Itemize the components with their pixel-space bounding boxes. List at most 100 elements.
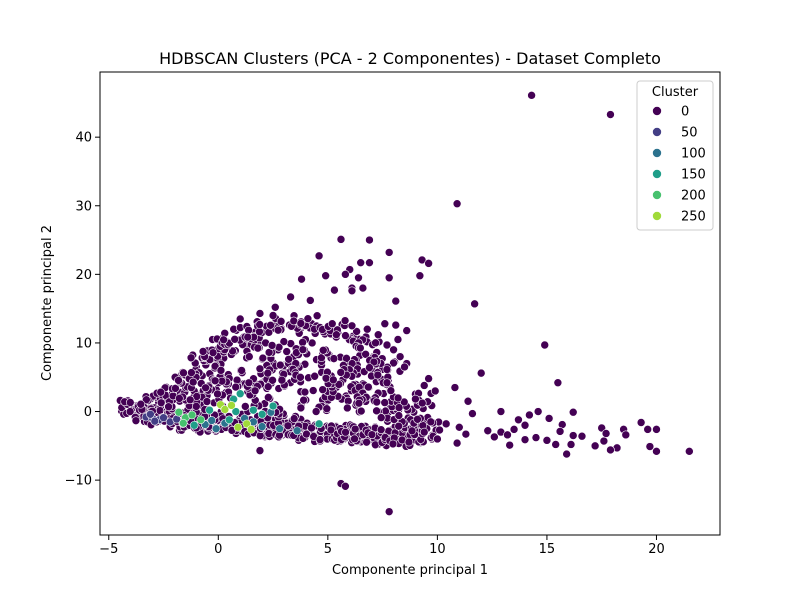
- cluster-0-point: [327, 319, 337, 329]
- cluster-0-point: [255, 364, 265, 374]
- legend-label: 200: [681, 189, 706, 204]
- cluster-0-point: [424, 259, 433, 268]
- cluster-0-point: [336, 368, 346, 377]
- cluster-0-point: [352, 327, 361, 336]
- cluster-0-point: [273, 325, 283, 335]
- y-axis-label: Componente principal 2: [40, 225, 55, 381]
- cluster-0-point: [636, 418, 646, 427]
- cluster-0-point: [384, 507, 394, 516]
- cluster-0-point: [568, 431, 578, 440]
- cluster-0-point: [279, 337, 289, 346]
- cluster-0-point: [599, 436, 609, 446]
- cluster-0-point: [156, 387, 166, 397]
- cluster-0-point: [347, 286, 357, 296]
- cluster-0-point: [400, 362, 409, 372]
- cluster-0-point: [463, 396, 473, 406]
- cluster-0-point: [255, 320, 265, 329]
- cluster-0-point: [308, 386, 318, 395]
- cluster-0-point: [411, 394, 420, 404]
- cluster-0-point: [318, 345, 328, 355]
- cluster-0-point: [186, 353, 196, 363]
- cluster-0-point: [255, 309, 265, 318]
- cluster-150-point: [224, 415, 234, 425]
- cluster-0-point: [361, 349, 370, 359]
- cluster-0-point: [525, 410, 534, 420]
- cluster-0-point: [268, 376, 277, 385]
- cluster-0-point: [307, 338, 317, 348]
- cluster-0-point: [531, 433, 541, 442]
- x-axis-label: Componente principal 1: [332, 563, 488, 578]
- cluster-0-point: [350, 424, 360, 434]
- cluster-150-point: [189, 420, 199, 430]
- cluster-0-point: [520, 435, 530, 444]
- cluster-0-point: [433, 434, 442, 444]
- cluster-0-point: [253, 343, 263, 353]
- cluster-150-point: [268, 401, 278, 411]
- cluster-0-point: [496, 407, 506, 416]
- cluster-0-point: [307, 423, 316, 433]
- plot-frame: [99, 71, 721, 536]
- cluster-0-point: [395, 352, 405, 361]
- cluster-150-point: [235, 389, 245, 398]
- cluster-0-point: [296, 372, 305, 382]
- cluster-0-point: [312, 311, 322, 321]
- cluster-0-point: [358, 283, 368, 293]
- cluster-0-point: [382, 378, 392, 388]
- cluster-0-point: [185, 395, 195, 405]
- cluster-0-point: [413, 414, 422, 424]
- cluster-0-point: [244, 378, 254, 388]
- legend-title: Cluster: [652, 85, 699, 100]
- cluster-0-point: [328, 375, 338, 385]
- legend-label: 0: [681, 105, 689, 120]
- cluster-100-point: [207, 416, 217, 425]
- legend-marker: [652, 211, 662, 221]
- cluster-0-point: [303, 314, 313, 323]
- cluster-0-point: [255, 431, 265, 440]
- cluster-0-point: [540, 340, 550, 350]
- cluster-0-point: [454, 423, 464, 432]
- cluster-0-point: [476, 368, 486, 378]
- cluster-0-point: [514, 415, 523, 425]
- cluster-0-point: [175, 394, 184, 403]
- cluster-0-point: [298, 345, 308, 354]
- cluster-0-point: [376, 413, 386, 422]
- cluster-0-point: [156, 398, 166, 408]
- cluster-100-point: [211, 424, 221, 433]
- cluster-0-point: [255, 327, 264, 337]
- cluster-0-point: [542, 436, 552, 445]
- cluster-0-point: [402, 326, 412, 335]
- cluster-0-point: [505, 440, 514, 450]
- legend-label: 50: [681, 126, 698, 141]
- cluster-0-point: [332, 330, 341, 339]
- cluster-0-point: [424, 374, 433, 383]
- cluster-100-point: [292, 426, 302, 436]
- x-tick-label: 5: [324, 542, 332, 557]
- cluster-0-point: [483, 426, 493, 436]
- cluster-0-point: [394, 421, 403, 431]
- cluster-150-point: [257, 409, 267, 419]
- cluster-250-point: [220, 405, 230, 414]
- cluster-0-point: [621, 430, 631, 440]
- cluster-0-point: [380, 398, 390, 407]
- cluster-0-point: [243, 332, 253, 342]
- cluster-0-point: [555, 427, 565, 436]
- cluster-0-point: [426, 417, 436, 427]
- cluster-0-point: [362, 324, 372, 334]
- cluster-0-point: [255, 446, 265, 455]
- cluster-0-point: [430, 386, 440, 396]
- cluster-0-point: [551, 440, 560, 449]
- cluster-0-point: [384, 248, 394, 257]
- cluster-0-point: [283, 421, 293, 431]
- cluster-150-point: [231, 407, 241, 416]
- cluster-0-point: [382, 340, 392, 350]
- cluster-0-point: [250, 386, 260, 396]
- cluster-0-point: [334, 380, 344, 389]
- cluster-0-point: [601, 429, 611, 438]
- y-tick-label: 0: [84, 405, 92, 420]
- cluster-200-point: [174, 407, 184, 417]
- cluster-0-point: [364, 382, 373, 392]
- cluster-0-point: [372, 397, 382, 407]
- cluster-0-point: [415, 271, 425, 281]
- cluster-0-point: [171, 384, 180, 393]
